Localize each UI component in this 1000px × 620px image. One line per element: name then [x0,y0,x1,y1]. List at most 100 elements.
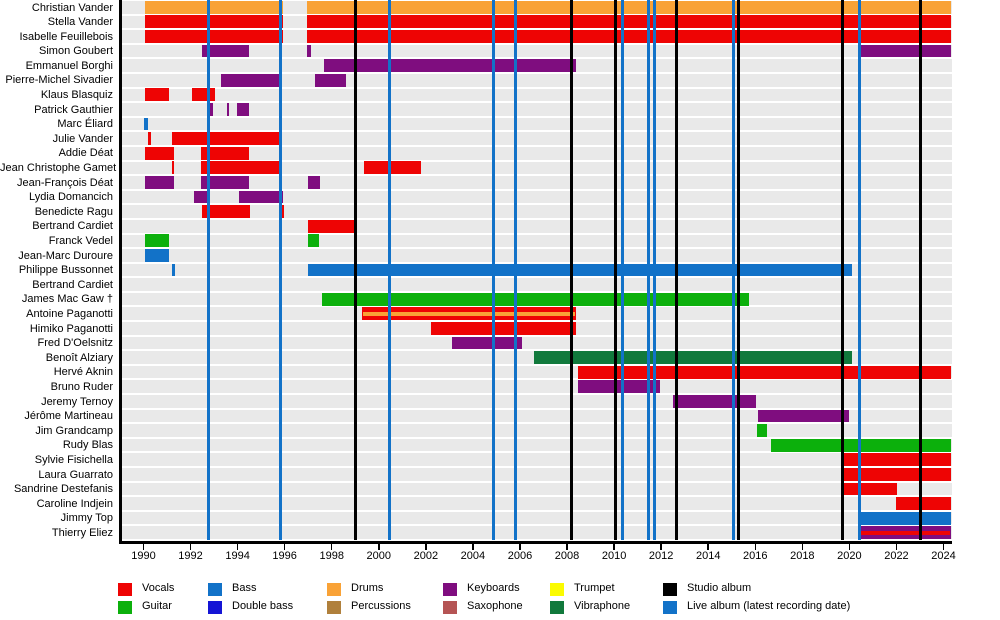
timeline-bar-keyboards [144,176,174,189]
x-tick [142,543,145,550]
timeline-bar-vocals [202,205,250,219]
row-stripe [121,278,952,291]
legend-swatch-bass [208,583,222,596]
x-tick [801,543,804,550]
x-tick [189,543,192,550]
x-tick-label: 2012 [648,550,674,562]
member-label: Emmanuel Borghi [25,59,113,72]
live-album-line [647,0,651,540]
timeline-bar-vocals [430,321,576,335]
timeline-bar-keyboards [307,44,312,58]
x-tick-label: 2000 [366,550,392,562]
member-label: Lydia Domancich [29,191,113,204]
x-tick [754,543,757,550]
timeline-bar-keyboards [202,44,249,58]
x-tick-label: 2014 [695,550,721,562]
timeline-bar-vocals [144,30,284,43]
timeline-bar-keyboards [201,176,249,189]
legend-swatch-vocals [118,583,132,596]
x-tick [472,543,474,550]
row-stripe [121,336,952,350]
member-label: Philippe Bussonnet [18,264,113,277]
live-album-line [652,0,656,540]
studio-album-line [613,0,617,540]
timeline-bar-vocals [307,30,951,43]
row-stripe [121,117,952,131]
row-stripe [121,234,952,248]
row-stripe [121,176,952,189]
live-album-line [731,0,735,540]
timeline-bar-vocals [148,132,151,146]
member-label: Franck Vedel [48,235,113,247]
legend-swatch-saxophone [443,601,457,614]
timeline-bar-bass [144,249,169,262]
studio-album-line [674,0,678,540]
timeline-bar-vocals [280,205,284,219]
member-label: Simon Goubert [39,45,113,58]
member-label: Jean Christophe Gamet [0,162,117,175]
studio-album-line [737,0,741,540]
timeline-bar-vocals [842,453,951,467]
member-label: Thierry Eliez [51,526,113,539]
y-axis-line [118,0,122,544]
timeline-bar-inset-vocals [861,530,950,535]
timeline-bar-bass [307,263,853,277]
timeline-bar-keyboards [220,73,283,87]
x-tick [895,543,898,550]
legend-label-studio_album: Studio album [687,582,752,594]
legend-label-live_album: Live album (latest recording date) [687,600,851,612]
studio-album-line [919,0,923,540]
x-tick [519,543,521,550]
row-stripe [121,146,952,160]
timeline-bar-vocals [895,497,951,510]
timeline-bar-keyboards [194,190,210,204]
timeline-bar-vocals [363,161,421,175]
legend-swatch-trumpet [550,583,564,596]
timeline-bar-keyboards [672,394,757,408]
member-label: Marc Éliard [57,118,113,131]
x-tick [330,543,333,550]
timeline-bar-keyboards [307,176,320,189]
member-label: Bertrand Cardiet [32,220,113,233]
x-tick-label: 1992 [178,550,203,562]
member-label: James Mac Gaw † [21,293,113,306]
row-stripe [121,482,952,496]
member-label: Jeremy Ternoy [41,395,113,408]
legend-swatch-double_bass [208,601,222,614]
row-stripe [121,438,952,452]
timeline-bar-vocals [144,15,284,29]
row-stripe [121,497,952,510]
row-stripe [121,526,952,539]
timeline-bar-vocals [307,219,354,233]
x-tick [378,543,380,550]
live-album-line [858,0,862,540]
x-tick [848,543,851,550]
x-axis-line [118,540,952,544]
legend-swatch-live_album [663,601,677,614]
row-stripe [121,219,952,233]
member-label: Patrick Gauthier [34,103,113,116]
timeline-bar-drums [144,0,284,14]
timeline-bar-keyboards [209,103,214,116]
timeline-bar-keyboards [757,409,849,423]
timeline-bar-vocals [191,88,216,102]
x-tick-label: 1990 [131,550,156,562]
live-album-line [278,0,282,540]
x-tick [236,543,239,550]
legend-label-keyboards: Keyboards [467,582,520,594]
member-label: Antoine Paganotti [26,307,113,320]
timeline-bar-keyboards [577,380,661,394]
member-label: Benedicte Ragu [34,205,113,218]
timeline-bar-keyboards [859,44,951,58]
x-tick [283,543,286,550]
x-tick [660,543,662,550]
timeline-bar-inset-drums [363,311,575,316]
x-tick-label: 2016 [743,550,768,562]
row-stripe [121,161,952,175]
studio-album-line [840,0,844,540]
x-tick-label: 2010 [601,550,627,562]
legend-swatch-guitar [118,601,132,614]
member-label: Caroline Indjein [36,497,113,510]
member-label: Jean-Marc Duroure [18,249,113,262]
